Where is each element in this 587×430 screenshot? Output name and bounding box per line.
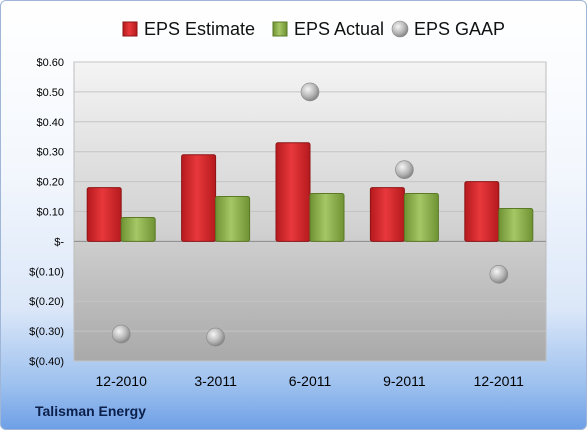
- bar-eps-estimate: [464, 181, 500, 242]
- bar-eps-estimate: [86, 187, 122, 242]
- bar-eps-actual: [120, 216, 156, 242]
- legend-label: EPS Estimate: [144, 19, 255, 39]
- x-tick-label: 12-2011: [474, 373, 525, 389]
- y-tick-label: $(0.30): [29, 326, 64, 338]
- chart-marks: [86, 82, 534, 347]
- bar-eps-actual: [498, 208, 534, 242]
- legend-label: EPS GAAP: [414, 19, 505, 39]
- legend-swatch-gaap: [391, 20, 409, 38]
- point-eps-gaap: [111, 324, 131, 344]
- bar-eps-estimate: [181, 154, 217, 242]
- company-name: Talisman Energy: [35, 403, 147, 419]
- legend: EPS Estimate EPS Actual EPS GAAP: [122, 19, 505, 39]
- bar-eps-estimate: [369, 187, 405, 242]
- y-tick-label: $0.40: [36, 117, 64, 129]
- y-tick-label: $(0.20): [29, 296, 64, 308]
- point-eps-gaap: [206, 327, 225, 347]
- x-tick-label: 9-2011: [383, 373, 426, 389]
- x-tick-label: 12-2010: [96, 373, 148, 389]
- y-tick-label: $0.20: [36, 177, 64, 189]
- y-tick-label: $-: [54, 236, 64, 248]
- point-eps-gaap: [395, 160, 414, 179]
- legend-swatch-estimate: [122, 21, 138, 37]
- bar-eps-estimate: [275, 142, 311, 242]
- bar-eps-actual: [403, 193, 439, 242]
- y-tick-label: $0.30: [36, 147, 64, 159]
- legend-swatch-actual: [272, 21, 288, 37]
- y-tick-label: $(0.10): [29, 266, 64, 278]
- x-axis: 12-2010 3-2011 6-2011 9-2011 12-2011: [96, 373, 525, 389]
- y-tick-label: $(0.40): [29, 356, 64, 368]
- y-axis: $0.60 $0.50 $0.40 $0.30 $0.20 $0.10 $- $(0.10) $…: [29, 57, 64, 368]
- point-eps-gaap: [489, 264, 509, 284]
- legend-label: EPS Actual: [294, 19, 384, 39]
- point-eps-gaap: [300, 82, 320, 102]
- x-tick-label: 3-2011: [194, 373, 237, 389]
- x-tick-label: 6-2011: [289, 373, 332, 389]
- bar-eps-actual: [215, 196, 251, 242]
- y-tick-label: $0.10: [36, 207, 64, 219]
- bar-eps-actual: [309, 193, 345, 242]
- y-tick-label: $0.60: [36, 57, 64, 69]
- eps-chart: EPS Estimate EPS Actual EPS GAAP $0.60 $0.5…: [29, 19, 547, 389]
- y-tick-label: $0.50: [36, 87, 64, 99]
